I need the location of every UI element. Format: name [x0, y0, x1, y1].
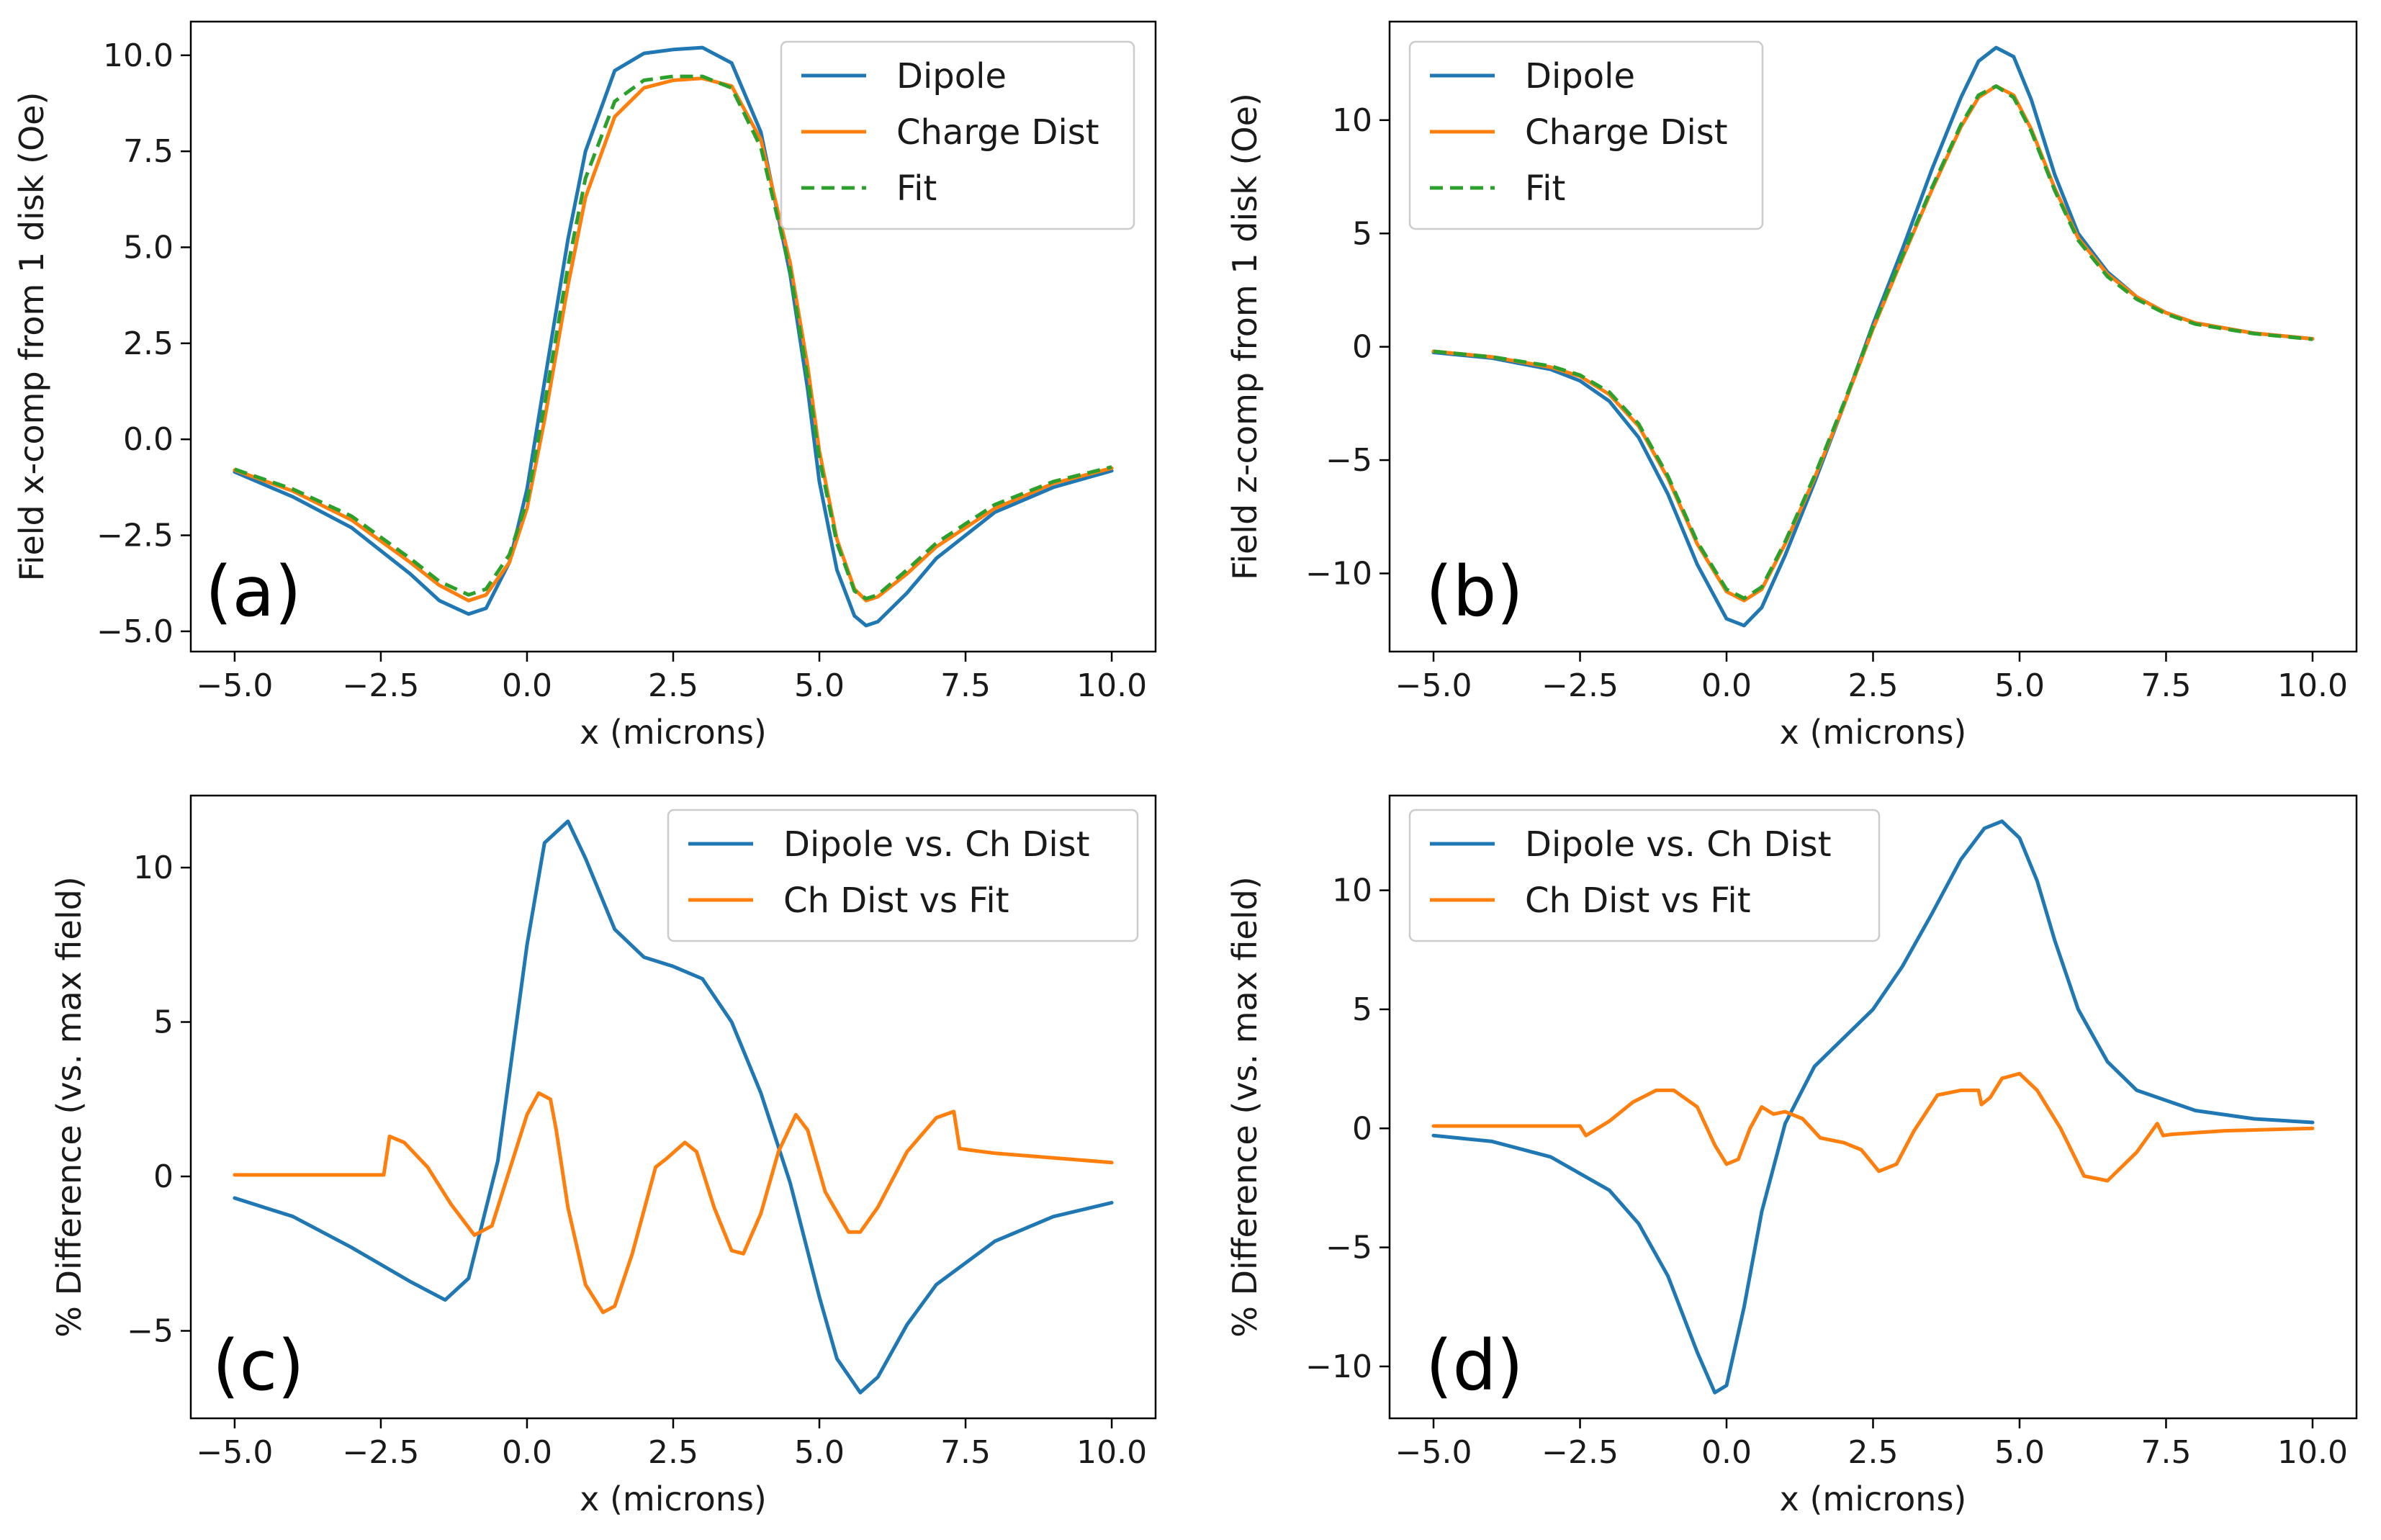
legend: Dipole vs. Ch Dist Ch Dist vs Fit [667, 809, 1139, 942]
series-line-ch-dist-vs-fit [1431, 1071, 2315, 1183]
y-tick-label: 0 [153, 1158, 174, 1195]
y-tick-label: 10 [133, 850, 174, 886]
x-tick-label: −2.5 [343, 1434, 420, 1471]
panel-label: (a) [205, 551, 302, 632]
x-tick-label: −2.5 [1541, 667, 1619, 704]
x-tick-label: 0.0 [502, 667, 552, 704]
x-tick-label: −5.0 [1395, 1434, 1472, 1471]
x-tick-label: 2.5 [648, 667, 698, 704]
y-tick-label: 7.5 [123, 133, 174, 170]
legend-box [1408, 809, 1881, 942]
legend-label: Dipole vs. Ch Dist [783, 824, 1090, 865]
x-axis-label: x (microns) [1780, 713, 1967, 752]
chart-panel-d: −5.0 −2.5 0.0 2.5 5.0 7.5 10.0 −10 −5 0 5 10 x (micr… [1225, 794, 2358, 1518]
legend: Dipole Charge Dist Fit [780, 40, 1135, 230]
chart-panel-a: −5.0 −2.5 0.0 2.5 5.0 7.5 10.0 −5.0 −2.5 0.0 2.5 5.… [12, 20, 1157, 752]
x-tick-label: −2.5 [1541, 1434, 1619, 1471]
x-tick-label: 5.0 [1994, 1434, 2045, 1471]
x-axis-label: x (microns) [580, 713, 767, 752]
y-tick-label: 5 [1352, 991, 1372, 1028]
x-tick-label: −5.0 [196, 667, 273, 704]
x-tick-label: 7.5 [2141, 1434, 2191, 1471]
y-tick-label: 2.5 [123, 325, 174, 362]
legend-label: Dipole vs. Ch Dist [1525, 824, 1832, 865]
y-tick-label: 10.0 [103, 37, 174, 74]
series-line-fit [234, 74, 1112, 600]
y-tick-label: 0.0 [123, 421, 174, 458]
y-tick-label: 0 [1352, 1110, 1372, 1147]
legend-label: Dipole [1525, 56, 1635, 96]
legend: Dipole Charge Dist Fit [1408, 40, 1764, 230]
x-tick-label: 10.0 [1076, 667, 1147, 704]
x-tick-label: 0.0 [1701, 667, 1752, 704]
y-tick-label: 10 [1332, 873, 1372, 909]
y-axis-label: % Difference (vs. max field) [1225, 876, 1264, 1338]
legend-label: Fit [896, 168, 937, 209]
x-tick-label: 7.5 [2141, 667, 2191, 704]
x-tick-label: 5.0 [794, 667, 845, 704]
legend-label: Charge Dist [1525, 112, 1728, 153]
legend-box [667, 809, 1139, 942]
legend: Dipole vs. Ch Dist Ch Dist vs Fit [1408, 809, 1881, 942]
x-tick-label: 10.0 [2277, 1434, 2348, 1471]
y-tick-label: 5 [1352, 215, 1372, 252]
y-tick-label: −10 [1305, 555, 1372, 592]
y-tick-label: 10 [1332, 102, 1372, 139]
panel-label: (b) [1426, 551, 1523, 632]
panel-label: (c) [212, 1325, 305, 1406]
legend-box [780, 40, 1135, 230]
x-tick-label: 5.0 [794, 1434, 845, 1471]
y-tick-label: −5.0 [96, 613, 174, 650]
legend-label: Charge Dist [896, 112, 1099, 153]
x-tick-label: 10.0 [2277, 667, 2348, 704]
legend-label: Fit [1525, 168, 1565, 209]
x-tick-label: −2.5 [343, 667, 420, 704]
y-tick-label: 5.0 [123, 229, 174, 266]
y-tick-label: −5 [127, 1312, 174, 1349]
x-axis-label: x (microns) [1780, 1480, 1967, 1518]
y-tick-label: 0 [1352, 329, 1372, 366]
x-tick-label: 7.5 [940, 1434, 991, 1471]
x-tick-label: −5.0 [1395, 667, 1472, 704]
x-tick-label: 0.0 [502, 1434, 552, 1471]
x-tick-label: 2.5 [648, 1434, 698, 1471]
y-axis-label: Field x-comp from 1 disk (Oe) [12, 92, 51, 582]
series-line-dipole-vs-ch-dist [233, 819, 1114, 1395]
panel-label: (d) [1426, 1325, 1523, 1406]
y-tick-label: −5 [1325, 442, 1372, 479]
x-tick-label: 2.5 [1848, 667, 1899, 704]
x-tick-label: 2.5 [1848, 1434, 1899, 1471]
series-line-dipole [233, 45, 1114, 628]
chart-panel-b: −5.0 −2.5 0.0 2.5 5.0 7.5 10.0 −10 −5 0 5 10 x (micr… [1225, 20, 2358, 752]
x-tick-label: −5.0 [196, 1434, 273, 1471]
series-line-ch-dist-vs-fit [233, 1091, 1114, 1315]
x-axis-label: x (microns) [580, 1480, 767, 1518]
y-tick-label: −2.5 [96, 518, 174, 554]
series-line-dipole-vs-ch-dist [1431, 819, 2315, 1395]
y-tick-label: −10 [1305, 1348, 1372, 1385]
series-line-fit [1433, 84, 2313, 600]
legend-box [1408, 40, 1764, 230]
chart-panel-c: −5.0 −2.5 0.0 2.5 5.0 7.5 10.0 −5 0 5 10 x (microns… [50, 794, 1157, 1518]
x-tick-label: 10.0 [1076, 1434, 1147, 1471]
x-tick-label: 5.0 [1994, 667, 2045, 704]
legend-label: Dipole [896, 56, 1007, 96]
y-axis-label: Field z-comp from 1 disk (Oe) [1225, 93, 1264, 580]
y-tick-label: 5 [153, 1004, 174, 1041]
legend-label: Ch Dist vs Fit [783, 881, 1009, 921]
legend-label: Ch Dist vs Fit [1525, 881, 1751, 921]
y-axis-label: % Difference (vs. max field) [50, 876, 89, 1338]
x-tick-label: 7.5 [940, 667, 991, 704]
x-tick-label: 0.0 [1701, 1434, 1752, 1471]
y-tick-label: −5 [1325, 1230, 1372, 1266]
